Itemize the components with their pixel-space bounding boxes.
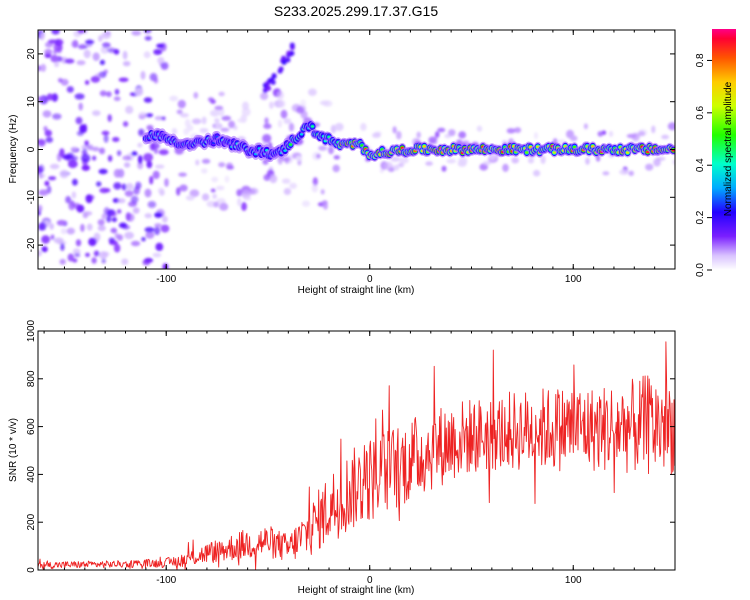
y-tick-label: 1000 [26, 319, 37, 342]
y-tick-label: 0 [26, 567, 37, 573]
snr-xlabel: Height of straight line (km) [298, 585, 415, 596]
colorbar-tick-label: 0.0 [695, 263, 706, 277]
colorbar-tick-label: 0.8 [695, 53, 706, 67]
heatmap-xlabel: Height of straight line (km) [298, 285, 415, 296]
y-tick-label: 0 [26, 146, 37, 152]
y-tick-label: 600 [26, 418, 37, 435]
heatmap-ylabel: Frequency (Hz) [8, 115, 19, 184]
y-tick-label: 10 [26, 96, 37, 108]
y-tick-label: 800 [26, 370, 37, 387]
x-tick-label: 0 [367, 575, 373, 586]
colorbar-ticks: 0.0 0.2 0.4 0.6 0.8 [695, 53, 712, 277]
x-tick-label: 100 [565, 274, 582, 285]
y-tick-label: 200 [26, 513, 37, 530]
x-tick-label: 100 [565, 575, 582, 586]
y-tick-label: 400 [26, 466, 37, 483]
colorbar [712, 29, 736, 270]
heatmap-ridge [141, 119, 675, 163]
chart-title: S233.2025.299.17.37.G15 [274, 3, 438, 19]
snr-ylabel: SNR (10 * v/v) [8, 418, 19, 482]
snr-frame [37, 330, 676, 571]
y-tick-label: -10 [26, 190, 37, 205]
colorbar-label: Normalized spectral amplitude [723, 81, 734, 216]
snr-series [38, 341, 675, 570]
colorbar-tick-label: 0.6 [695, 105, 706, 119]
colorbar-tick-label: 0.4 [695, 158, 706, 172]
snr-line [38, 341, 675, 570]
y-tick-label: -20 [26, 237, 37, 252]
colorbar-tick-label: 0.2 [695, 210, 706, 224]
heatmap-background-noise [38, 30, 675, 269]
x-tick-label: -100 [156, 274, 176, 285]
x-tick-label: -100 [156, 575, 176, 586]
y-tick-label: 20 [26, 48, 37, 60]
x-tick-label: 0 [367, 274, 373, 285]
